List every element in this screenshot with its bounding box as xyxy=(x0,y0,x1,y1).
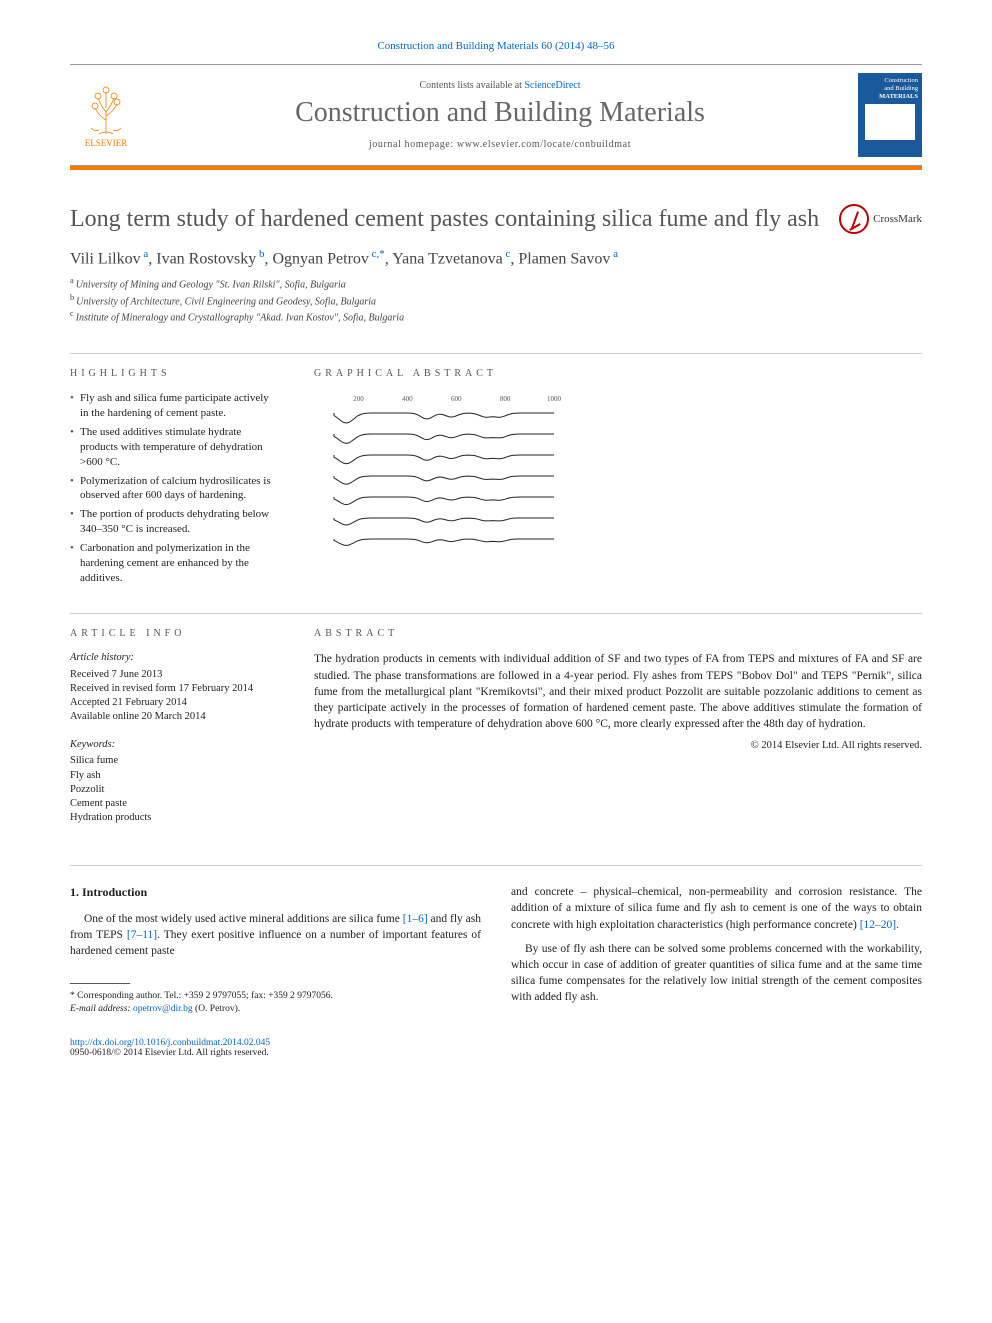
corresponding-footnote: * Corresponding author. Tel.: +359 2 979… xyxy=(70,990,481,1016)
intro-heading: 1. Introduction xyxy=(70,884,481,901)
citation-line: Construction and Building Materials 60 (… xyxy=(70,40,922,52)
history-line: Available online 20 March 2014 xyxy=(70,710,280,724)
body-right-column: and concrete – physical–chemical, non-pe… xyxy=(511,884,922,1016)
keyword: Hydration products xyxy=(70,811,280,825)
cover-line3: MATERIALS xyxy=(862,93,918,101)
svg-text:600: 600 xyxy=(451,395,462,403)
cover-image-placeholder xyxy=(865,104,915,140)
keyword: Silica fume xyxy=(70,754,280,768)
keyword: Cement paste xyxy=(70,797,280,811)
crossmark-label: CrossMark xyxy=(873,213,922,225)
graphical-abstract-figure: 200 400 600 800 1000 xyxy=(314,391,574,561)
graphical-abstract-label: GRAPHICAL ABSTRACT xyxy=(314,368,922,379)
sciencedirect-link[interactable]: ScienceDirect xyxy=(524,80,580,91)
article-info-column: ARTICLE INFO Article history: Received 7… xyxy=(70,628,280,839)
contents-prefix: Contents lists available at xyxy=(419,80,524,91)
history-line: Received 7 June 2013 xyxy=(70,668,280,682)
highlight-item: Polymerization of calcium hydrosilicates… xyxy=(70,474,280,504)
intro-p3: By use of fly ash there can be solved so… xyxy=(511,941,922,1005)
article-title: Long term study of hardened cement paste… xyxy=(70,204,821,234)
keywords-heading: Keywords: xyxy=(70,738,280,752)
author-name: Vili Lilkov xyxy=(70,250,141,267)
email-name: (O. Petrov). xyxy=(193,1004,241,1014)
author-affil-sup: a xyxy=(610,248,618,260)
svg-text:1000: 1000 xyxy=(547,395,562,403)
keyword: Fly ash xyxy=(70,769,280,783)
journal-name: Construction and Building Materials xyxy=(154,97,846,129)
body-left-column: 1. Introduction One of the most widely u… xyxy=(70,884,481,1016)
highlights-list: Fly ash and silica fume participate acti… xyxy=(70,391,280,585)
p2-post: . xyxy=(896,919,899,931)
elsevier-logo: ELSEVIER xyxy=(70,75,142,155)
ref-link-7-11[interactable]: [7–11] xyxy=(127,929,157,941)
svg-text:400: 400 xyxy=(402,395,413,403)
author-affil-sup: b xyxy=(256,248,264,260)
highlights-label: HIGHLIGHTS xyxy=(70,368,280,379)
graphical-abstract-column: GRAPHICAL ABSTRACT 200 400 600 800 1000 xyxy=(314,368,922,589)
affiliation-line: bUniversity of Architecture, Civil Engin… xyxy=(70,293,922,307)
abstract-column: ABSTRACT The hydration products in cemen… xyxy=(314,628,922,839)
highlights-column: HIGHLIGHTS Fly ash and silica fume parti… xyxy=(70,368,280,589)
svg-text:800: 800 xyxy=(500,395,511,403)
author-name: Ivan Rostovsky xyxy=(156,250,256,267)
author-affil-sup: c xyxy=(503,248,511,260)
page-footer: http://dx.doi.org/10.1016/j.conbuildmat.… xyxy=(70,1038,922,1058)
history-line: Received in revised form 17 February 201… xyxy=(70,682,280,696)
abstract-label: ABSTRACT xyxy=(314,628,922,639)
abstract-text: The hydration products in cements with i… xyxy=(314,651,922,731)
highlight-item: Carbonation and polymerization in the ha… xyxy=(70,541,280,586)
footnote-separator xyxy=(70,983,130,984)
footnote-text: Corresponding author. Tel.: +359 2 97970… xyxy=(77,991,333,1001)
accent-bar xyxy=(70,166,922,170)
author-affil-sup: a xyxy=(141,248,149,260)
author-name: Ognyan Petrov xyxy=(272,250,368,267)
author-affil-sup: c,* xyxy=(369,248,385,260)
journal-header: ELSEVIER Contents lists available at Sci… xyxy=(70,64,922,166)
keywords-block: Keywords: Silica fumeFly ashPozzolitCeme… xyxy=(70,738,280,825)
authors-line: Vili Lilkov a, Ivan Rostovsky b, Ognyan … xyxy=(70,248,922,268)
cover-line1: Construction xyxy=(862,77,918,85)
divider xyxy=(70,865,922,866)
crossmark-icon xyxy=(839,204,869,234)
article-info-label: ARTICLE INFO xyxy=(70,628,280,639)
history-heading: Article history: xyxy=(70,651,280,665)
contents-lists: Contents lists available at ScienceDirec… xyxy=(154,80,846,91)
homepage-url: www.elsevier.com/locate/conbuildmat xyxy=(457,139,631,150)
homepage-prefix: journal homepage: xyxy=(369,139,457,150)
header-center: Contents lists available at ScienceDirec… xyxy=(154,80,846,150)
footnote-star: * xyxy=(70,991,75,1001)
issn-copyright: 0950-0618/© 2014 Elsevier Ltd. All right… xyxy=(70,1048,922,1058)
article-history: Article history: Received 7 June 2013Rec… xyxy=(70,651,280,724)
affiliation-line: cInstitute of Mineralogy and Crystallogr… xyxy=(70,309,922,323)
history-line: Accepted 21 February 2014 xyxy=(70,696,280,710)
abstract-copyright: © 2014 Elsevier Ltd. All rights reserved… xyxy=(314,740,922,751)
p1-pre: One of the most widely used active miner… xyxy=(84,913,403,925)
intro-p1: One of the most widely used active miner… xyxy=(70,911,481,959)
svg-text:200: 200 xyxy=(353,395,364,403)
affiliation-line: aUniversity of Mining and Geology "St. I… xyxy=(70,276,922,290)
email-label: E-mail address: xyxy=(70,1004,133,1014)
journal-cover-thumbnail: Construction and Building MATERIALS xyxy=(858,73,922,157)
highlight-item: The used additives stimulate hydrate pro… xyxy=(70,425,280,470)
email-link[interactable]: opetrov@dir.bg xyxy=(133,1004,193,1014)
highlight-item: Fly ash and silica fume participate acti… xyxy=(70,391,280,421)
author-name: Plamen Savov xyxy=(518,250,610,267)
affiliations: aUniversity of Mining and Geology "St. I… xyxy=(70,276,922,323)
publisher-name: ELSEVIER xyxy=(85,138,128,148)
keyword: Pozzolit xyxy=(70,783,280,797)
ref-link-12-20[interactable]: [12–20] xyxy=(860,919,896,931)
cover-line2: and Building xyxy=(862,85,918,93)
intro-p2: and concrete – physical–chemical, non-pe… xyxy=(511,884,922,932)
ref-link-1-6[interactable]: [1–6] xyxy=(403,913,428,925)
elsevier-tree-icon xyxy=(80,82,132,138)
crossmark-badge[interactable]: CrossMark xyxy=(839,204,922,234)
journal-homepage: journal homepage: www.elsevier.com/locat… xyxy=(154,139,846,150)
author-name: Yana Tzvetanova xyxy=(392,250,503,267)
doi-link[interactable]: http://dx.doi.org/10.1016/j.conbuildmat.… xyxy=(70,1038,270,1048)
highlight-item: The portion of products dehydrating belo… xyxy=(70,507,280,537)
